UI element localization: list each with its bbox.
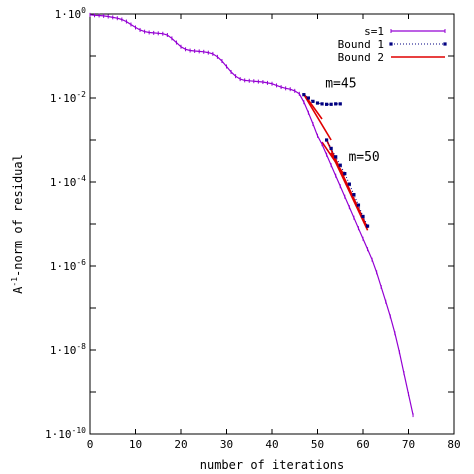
annotation-label: m=45 [325, 77, 356, 92]
x-tick-label: 50 [311, 438, 324, 451]
x-tick-label: 80 [447, 438, 460, 451]
bound-1-point [329, 146, 333, 150]
legend-label: Bound 2 [338, 51, 384, 64]
bound-1-point [311, 99, 315, 103]
bound-1-point [352, 193, 356, 197]
bound-1-point [320, 102, 324, 106]
bound-1-point [334, 102, 338, 106]
bound-1-point [329, 102, 333, 106]
bound-1-point [325, 102, 329, 106]
y-tick-label: 1·10-4 [50, 174, 86, 189]
x-axis-label: number of iterations [200, 458, 345, 472]
series-layer [89, 12, 414, 418]
x-tick-label: 10 [129, 438, 142, 451]
y-axis: 1·100 1·10-2 1·10-4 1·10-6 1·10-8 1·10-10 [45, 6, 454, 441]
bound-1-point [347, 182, 351, 186]
x-tick-label: 70 [402, 438, 415, 451]
legend-swatch-bound-1-marker [443, 42, 447, 46]
x-axis: 0 10 20 30 40 50 60 70 80 [87, 14, 461, 451]
bound-1-point [343, 172, 347, 176]
y-tick-label: 1·100 [55, 6, 87, 21]
s1-line [89, 14, 414, 416]
bound-1-point [365, 224, 370, 228]
bound-1-point [315, 101, 320, 105]
legend-swatch-bound-1-marker [389, 42, 393, 46]
bound-1-point [338, 163, 342, 167]
bound-1-point [361, 214, 365, 219]
bound-2-line [303, 94, 332, 141]
x-tick-label: 30 [220, 438, 233, 451]
bound-1-point [334, 155, 338, 159]
legend-label: Bound 1 [338, 38, 384, 51]
annotation-layer: m=45 m=50 [325, 77, 380, 166]
bound-1-point [338, 102, 342, 106]
bound-2-line [325, 139, 369, 229]
y-tick-label: 1·10-10 [45, 426, 86, 441]
plot-frame [89, 13, 455, 435]
bound-1-point [302, 93, 306, 97]
y-tick-label: 1·10-2 [50, 90, 86, 105]
bound-1-line [326, 139, 369, 227]
x-tick-label: 0 [87, 438, 94, 451]
bound-1-point [306, 96, 310, 100]
legend-label: s=1 [364, 25, 384, 38]
bound-1-point [356, 203, 361, 207]
x-tick-label: 20 [174, 438, 187, 451]
x-tick-label: 60 [356, 438, 369, 451]
y-axis-label: A-1-norm of residual [10, 154, 25, 294]
y-tick-label: 1·10-6 [50, 258, 86, 273]
x-tick-label: 40 [265, 438, 278, 451]
annotation-label: m=50 [348, 150, 379, 165]
y-tick-label: 1·10-8 [50, 342, 86, 357]
bound-1-point [325, 138, 329, 142]
